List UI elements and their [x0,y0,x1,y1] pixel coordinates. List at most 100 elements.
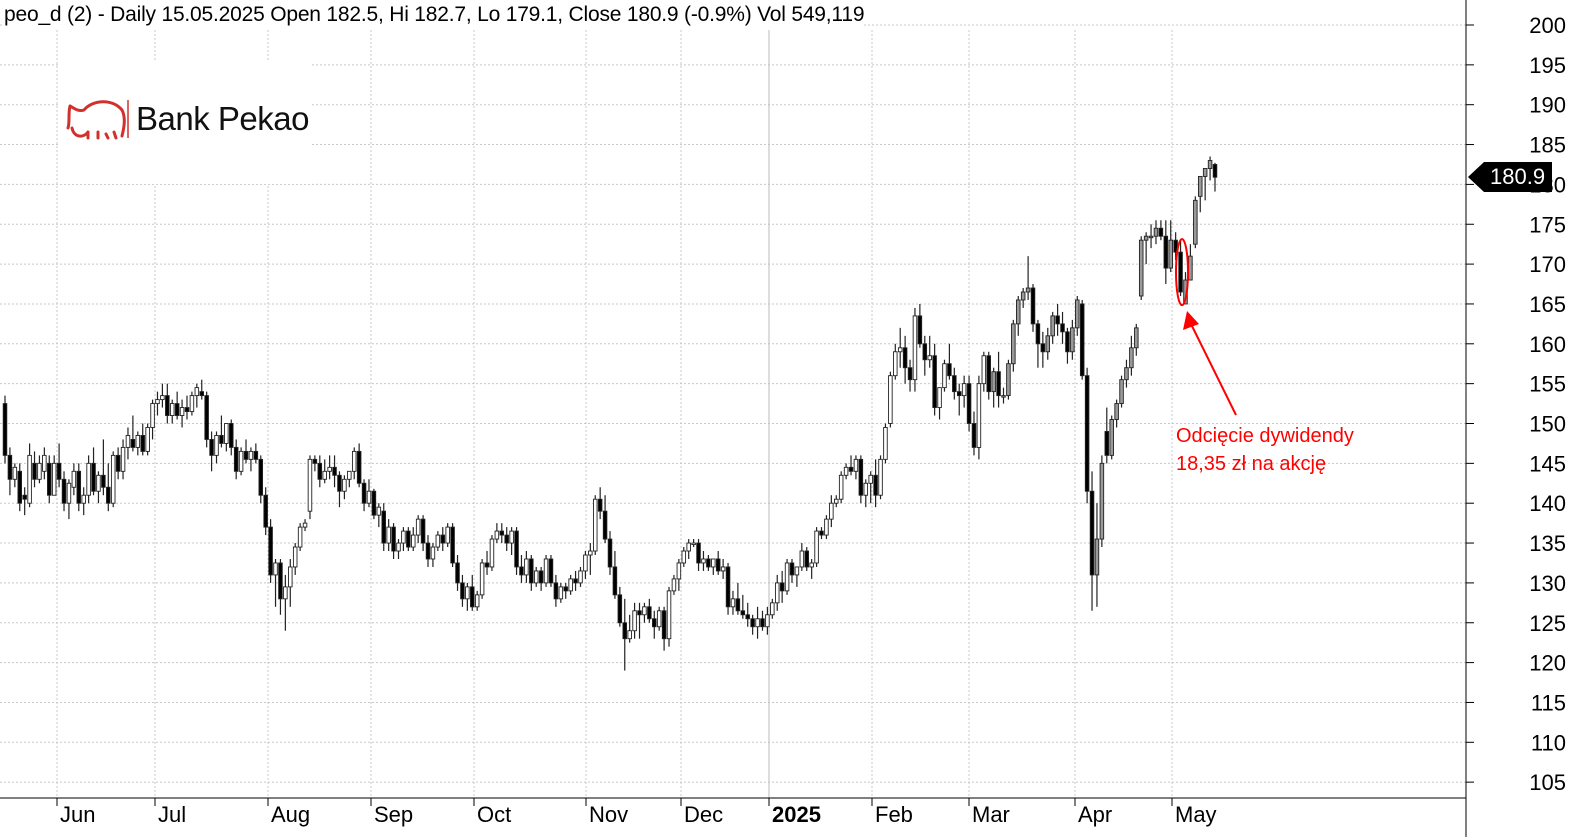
candle-body [214,435,219,456]
candle [42,447,47,480]
candle [1158,220,1164,241]
candle [1089,471,1095,611]
candle [489,535,495,571]
candle [455,555,460,591]
candle-body [268,526,273,576]
candle [484,551,490,575]
candle-body [337,474,342,492]
candle [809,558,814,579]
candle [1065,327,1070,364]
candle-body [642,606,647,616]
candle-body [258,458,264,496]
candle-body [617,594,623,624]
candle-body [194,387,200,397]
candle [897,327,903,368]
candle [1011,319,1016,372]
candle-body [140,435,145,452]
candle [588,543,593,575]
candle [799,543,805,571]
candle-body [366,490,372,504]
candle-body [347,470,352,480]
candle [789,558,795,583]
candle-body [1084,375,1090,492]
candle [1060,311,1065,344]
candle-body [765,614,770,628]
candle-body [661,610,667,640]
grid [0,24,1466,798]
candle-body [278,562,283,600]
candle [106,463,111,512]
candle [165,383,170,424]
candle-body [312,458,318,464]
candle [592,495,598,556]
candle [1055,303,1060,336]
candle-body [91,462,96,492]
candle-body [524,558,529,576]
candle [1124,359,1129,388]
candle-body [504,534,509,544]
candle [317,455,323,488]
candle [514,527,519,575]
candle-body [1109,419,1114,456]
candle [150,399,155,440]
y-tick-label: 160 [1529,332,1566,357]
candle-body [843,466,849,476]
candle [656,606,662,631]
candle-body [494,530,500,540]
candle [770,598,775,619]
candle [396,539,401,559]
candle-body [971,423,977,448]
candle-body [809,562,814,568]
candle-body [563,586,568,592]
candle-body [455,562,460,584]
candle [1016,295,1021,336]
candle [814,527,819,567]
candle [474,590,480,611]
x-tick-label: Sep [374,802,413,827]
candle-body [17,470,23,504]
candle [1025,256,1031,300]
candle-body [37,462,42,480]
candle-body [76,470,82,504]
candle-body [356,450,362,484]
candle-body [1188,255,1193,281]
candle [2,395,8,464]
candle [425,535,431,567]
candle [519,555,524,583]
candle [214,431,219,464]
candle-body [514,530,519,568]
candle [848,455,854,476]
candle-body [947,363,952,377]
candle-body [283,586,288,600]
candle [819,527,824,540]
candle-body [342,478,347,492]
candle [701,551,706,571]
candle-body [2,403,8,456]
candle [838,471,844,504]
candle [401,527,406,552]
candle [622,598,628,671]
last-price-tag: 180.9 [1468,162,1552,192]
candle [381,503,386,552]
candle [1109,415,1114,460]
candle [883,423,888,464]
candle [794,566,800,587]
candle [347,470,352,488]
candle [440,527,446,552]
candle [504,527,509,552]
candle [1178,240,1183,296]
candle [597,487,603,520]
candle [1075,295,1080,336]
candle [273,558,278,607]
candle-body [499,530,505,536]
candle-body [1138,239,1144,297]
x-tick-label: Jul [158,802,186,827]
candle [1188,244,1193,281]
candle [204,391,209,448]
candle [824,515,829,540]
candle-body [411,534,416,548]
candle [135,431,141,456]
candle [189,391,195,416]
candle-body [1055,315,1060,325]
candle [558,582,564,603]
